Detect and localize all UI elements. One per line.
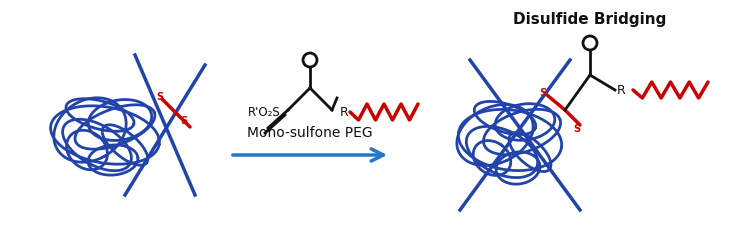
FancyArrowPatch shape (233, 149, 384, 161)
Text: S: S (574, 124, 580, 134)
Text: R: R (340, 106, 349, 119)
Text: R: R (617, 83, 626, 97)
Circle shape (303, 53, 317, 67)
Text: Disulfide Bridging: Disulfide Bridging (513, 12, 667, 27)
Text: S: S (157, 92, 163, 102)
Text: S: S (539, 88, 547, 98)
Circle shape (583, 36, 597, 50)
Text: S: S (180, 116, 188, 126)
Text: R'O₂S: R'O₂S (248, 106, 280, 119)
Text: Mono-sulfone PEG: Mono-sulfone PEG (247, 126, 372, 140)
